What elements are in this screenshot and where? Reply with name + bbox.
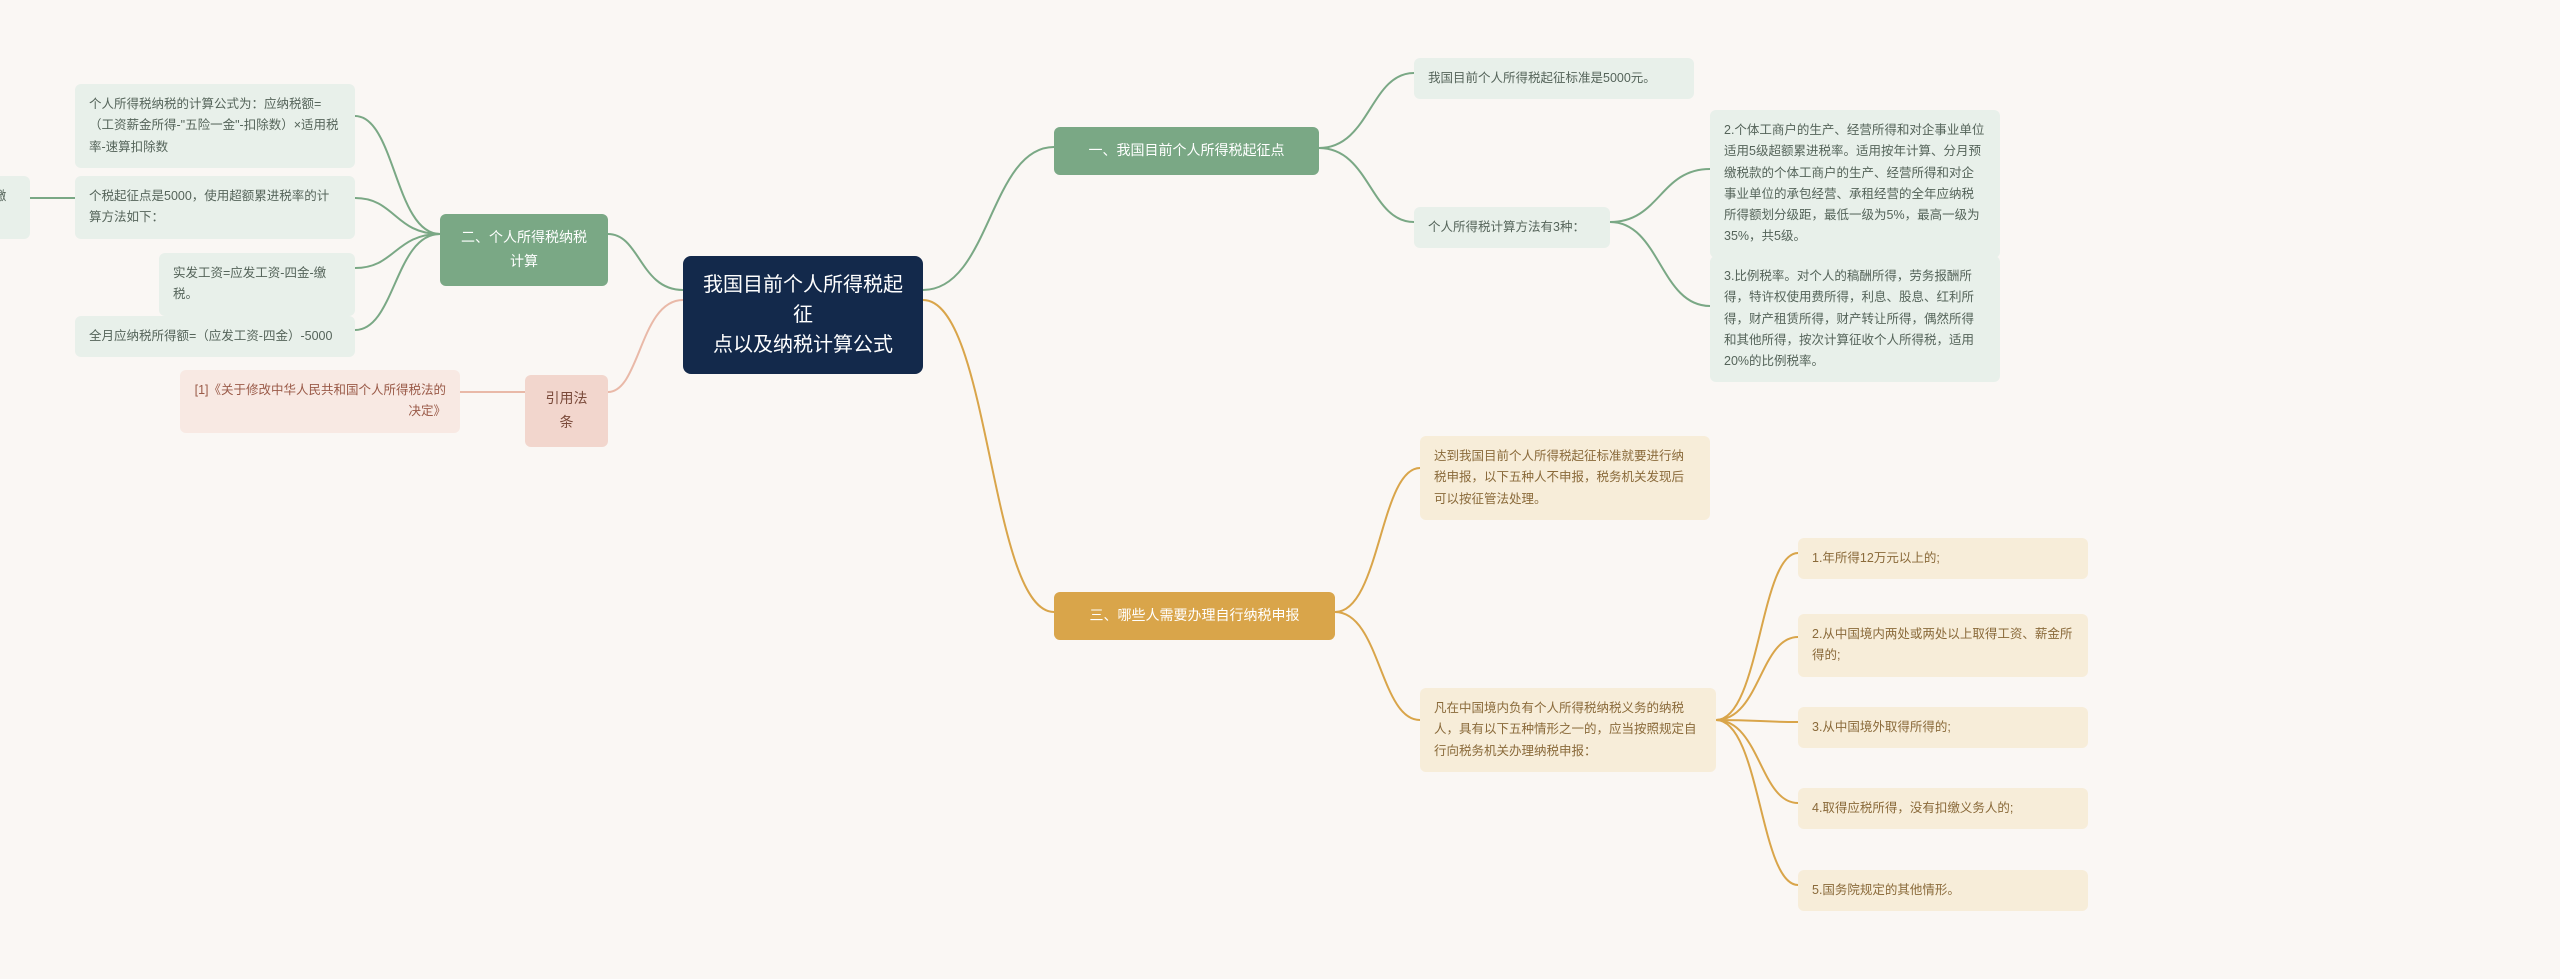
section1-title: 一、我国目前个人所得税起征点 (1054, 127, 1319, 175)
citation-title: 引用法条 (525, 375, 608, 447)
section3-n2d: 4.取得应税所得，没有扣缴义务人的; (1798, 788, 2088, 829)
section1-n2: 个人所得税计算方法有3种： (1414, 207, 1610, 248)
section2-n2a: 我国目前个人所得税起征标准是5000元，缴税=全月应纳税所得额*税率-速算扣除数 (0, 176, 30, 239)
section1-n2a: 2.个体工商户的生产、经营所得和对企事业单位适用5级超额累进税率。适用按年计算、… (1710, 110, 2000, 258)
section2-title: 二、个人所得税纳税计算 (440, 214, 608, 286)
section3-n2a: 1.年所得12万元以上的; (1798, 538, 2088, 579)
section1-n1: 我国目前个人所得税起征标准是5000元。 (1414, 58, 1694, 99)
section3-n1: 达到我国目前个人所得税起征标准就要进行纳税申报，以下五种人不申报，税务机关发现后… (1420, 436, 1710, 520)
section3-title: 三、哪些人需要办理自行纳税申报 (1054, 592, 1335, 640)
section3-n2e: 5.国务院规定的其他情形。 (1798, 870, 2088, 911)
section2-n1: 个人所得税纳税的计算公式为：应纳税额=（工资薪金所得-"五险一金"-扣除数）×适… (75, 84, 355, 168)
section2-n3: 实发工资=应发工资-四金-缴税。 (159, 253, 355, 316)
section2-n4: 全月应纳税所得额=（应发工资-四金）-5000 (75, 316, 355, 357)
section2-n2: 个税起征点是5000，使用超额累进税率的计算方法如下： (75, 176, 355, 239)
citation-n1: [1]《关于修改中华人民共和国个人所得税法的决定》 (180, 370, 460, 433)
section3-n2: 凡在中国境内负有个人所得税纳税义务的纳税人，具有以下五种情形之一的，应当按照规定… (1420, 688, 1716, 772)
root-line2: 点以及纳税计算公式 (701, 330, 905, 360)
root-line1: 我国目前个人所得税起征 (701, 270, 905, 330)
section3-n2c: 3.从中国境外取得所得的; (1798, 707, 2088, 748)
section1-n2b: 3.比例税率。对个人的稿酬所得，劳务报酬所得，特许权使用费所得，利息、股息、红利… (1710, 256, 2000, 382)
section3-n2b: 2.从中国境内两处或两处以上取得工资、薪金所得的; (1798, 614, 2088, 677)
root-node: 我国目前个人所得税起征 点以及纳税计算公式 (683, 256, 923, 374)
